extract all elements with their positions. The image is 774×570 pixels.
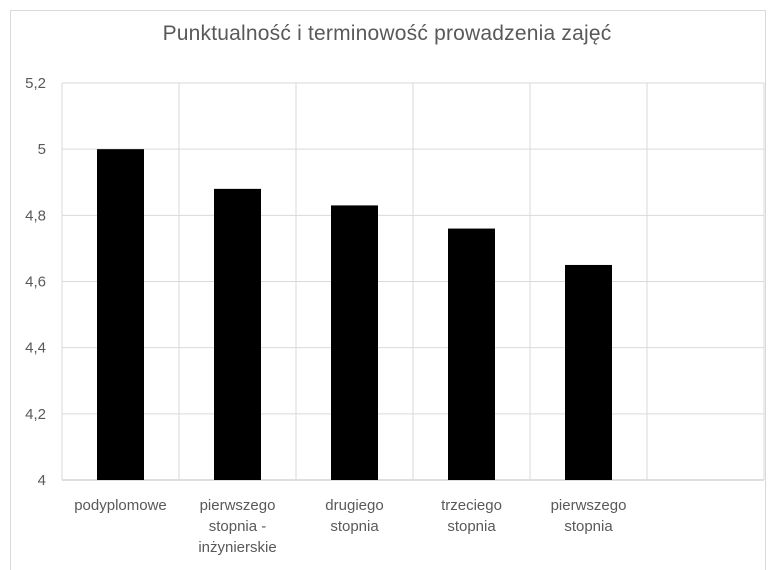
x-tick-label: podyplomowe — [74, 497, 167, 514]
y-tick-label: 4,4 — [25, 340, 46, 357]
x-tick-label: stopnia - — [209, 518, 267, 535]
x-tick-label: pierwszego — [551, 497, 627, 514]
bar — [448, 228, 495, 480]
y-tick-label: 4 — [38, 472, 46, 489]
y-tick-label: 4,6 — [25, 274, 46, 291]
x-tick-label: stopnia — [330, 518, 379, 535]
y-tick-label: 5 — [38, 141, 46, 158]
chart-title: Punktualność i terminowość prowadzenia z… — [162, 22, 612, 45]
x-tick-label: drugiego — [325, 497, 383, 514]
bar — [331, 205, 378, 481]
y-tick-label: 4,2 — [25, 406, 46, 423]
x-tick-label: inżynierskie — [198, 539, 276, 556]
bar — [565, 264, 612, 480]
bar — [214, 188, 261, 480]
y-tick-label: 5,2 — [25, 75, 46, 92]
x-tick-label: pierwszego — [200, 497, 276, 514]
x-tick-label: stopnia — [447, 518, 496, 535]
y-tick-label: 4,8 — [25, 207, 46, 224]
x-tick-label: stopnia — [564, 518, 613, 535]
x-tick-label: trzeciego — [441, 497, 502, 514]
bar — [97, 149, 144, 480]
